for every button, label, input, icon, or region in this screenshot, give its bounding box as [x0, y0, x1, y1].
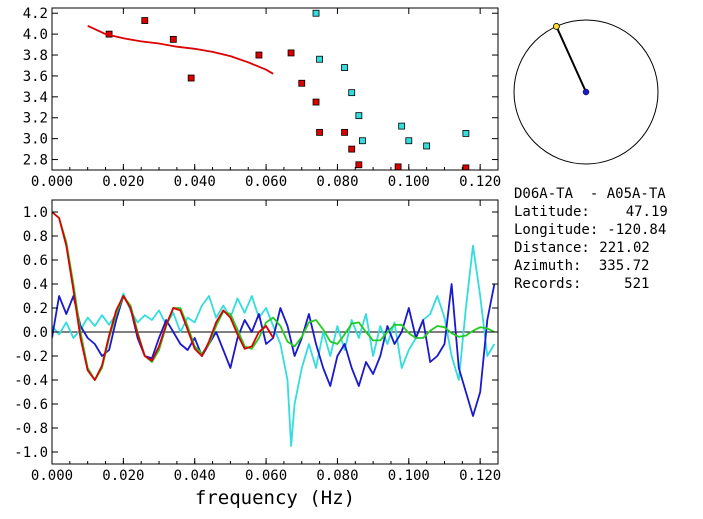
y-tick-label: 1.0 [23, 205, 48, 221]
plot-area [87, 9, 470, 170]
x-tick-label: 0.120 [459, 468, 501, 484]
remote-station-marker [552, 22, 560, 30]
x-tick-label: 0.000 [31, 468, 73, 484]
series-line-3 [52, 211, 274, 381]
coherence-panel: 0.000 0.020 0.040 0.060 0.080 0.100 0.120 -1.0 -… [14, 199, 501, 509]
info-label: Latitude: [514, 204, 590, 220]
info-value: 47.19 [625, 204, 668, 220]
x-tick-label: 0.100 [388, 174, 430, 190]
y-tick-label: 0.8 [23, 229, 48, 245]
y-tick-label: 3.6 [23, 69, 48, 85]
data-point [312, 98, 320, 106]
data-point [312, 9, 320, 17]
plot-frame [51, 7, 499, 171]
data-point [341, 128, 348, 136]
plot-area [52, 211, 496, 447]
y-tick-label: -0.6 [14, 397, 48, 413]
data-point [348, 89, 356, 97]
y-tick-label: 0.2 [23, 301, 48, 317]
info-value: -120.84 [607, 222, 667, 238]
data-point [187, 74, 195, 82]
y-tick-label: 3.0 [23, 132, 48, 148]
x-tick-label: 0.040 [174, 468, 216, 484]
data-point [348, 145, 356, 153]
y-tick-label: -0.2 [14, 349, 48, 365]
data-point [141, 17, 149, 24]
data-point [462, 164, 470, 170]
info-row-records: Records: 521 [514, 275, 668, 293]
info-value: 521 [624, 276, 650, 292]
data-point [169, 35, 177, 43]
info-row-longitude: Longitude: -120.84 [514, 221, 668, 239]
data-point [355, 161, 363, 169]
info-value: 221.02 [599, 240, 650, 256]
x-tick-label: 0.040 [174, 174, 216, 190]
series-line-1 [52, 283, 496, 417]
x-tick-label: 0.060 [245, 468, 287, 484]
y-tick-label: 0.4 [23, 277, 48, 293]
data-point [405, 137, 413, 145]
station-info-panel: D06A-TA - A05A-TA Latitude: 47.19 Longitu… [514, 185, 668, 293]
info-label: Distance: [514, 240, 590, 256]
y-tick-label: 4.2 [23, 6, 48, 22]
data-point [394, 163, 402, 170]
x-tick-label: 0.020 [102, 174, 144, 190]
data-point [355, 112, 363, 120]
data-point [316, 128, 324, 136]
data-point [298, 79, 306, 87]
info-row-latitude: Latitude: 47.19 [514, 203, 668, 221]
series-line-2 [52, 211, 495, 381]
data-point [359, 137, 366, 145]
info-row-distance: Distance: 221.02 [514, 239, 668, 257]
y-tick-label: -0.4 [14, 373, 48, 389]
data-point [287, 49, 295, 57]
azimuth-line [555, 25, 587, 93]
y-tick-label: 3.4 [23, 90, 48, 106]
y-tick-label: -0.8 [14, 421, 48, 437]
center-station-dot [582, 88, 590, 96]
data-point [255, 51, 263, 59]
dispersion-panel: 0.000 0.020 0.040 0.060 0.080 0.100 0.120 2.8 3.… [23, 6, 502, 190]
x-tick-label: 0.080 [316, 468, 358, 484]
data-point [316, 55, 324, 63]
data-point [341, 64, 348, 71]
x-tick-label: 0.000 [31, 174, 73, 190]
y-tick-label: 4.0 [23, 27, 48, 43]
y-tick-label: 3.2 [23, 111, 48, 127]
x-tick-label: 0.100 [388, 468, 430, 484]
info-label: Records: [514, 276, 582, 292]
data-point [398, 122, 406, 130]
x-tick-label: 0.020 [102, 468, 144, 484]
info-value: 335.72 [598, 258, 650, 274]
info-label: Longitude: [514, 222, 599, 238]
x-axis-label: frequency (Hz) [195, 487, 355, 509]
station-pair-title: D06A-TA - A05A-TA [514, 186, 666, 202]
info-row-azimuth: Azimuth: 335.72 [514, 257, 668, 275]
y-tick-label: -1.0 [14, 445, 48, 461]
azimuth-polar-plot [513, 19, 659, 165]
y-tick-label: 0.0 [23, 325, 48, 341]
x-tick-label: 0.080 [316, 174, 358, 190]
x-tick-label: 0.060 [245, 174, 287, 190]
data-point [462, 130, 470, 137]
x-tick-label: 0.120 [459, 174, 501, 190]
y-tick-label: 3.8 [23, 48, 48, 64]
data-point [423, 142, 431, 150]
y-tick-label: 2.8 [23, 153, 48, 169]
polar-circle [513, 19, 659, 165]
y-tick-label: 0.6 [23, 253, 48, 269]
series-line-2 [87, 24, 274, 75]
info-label: Azimuth: [514, 258, 582, 274]
